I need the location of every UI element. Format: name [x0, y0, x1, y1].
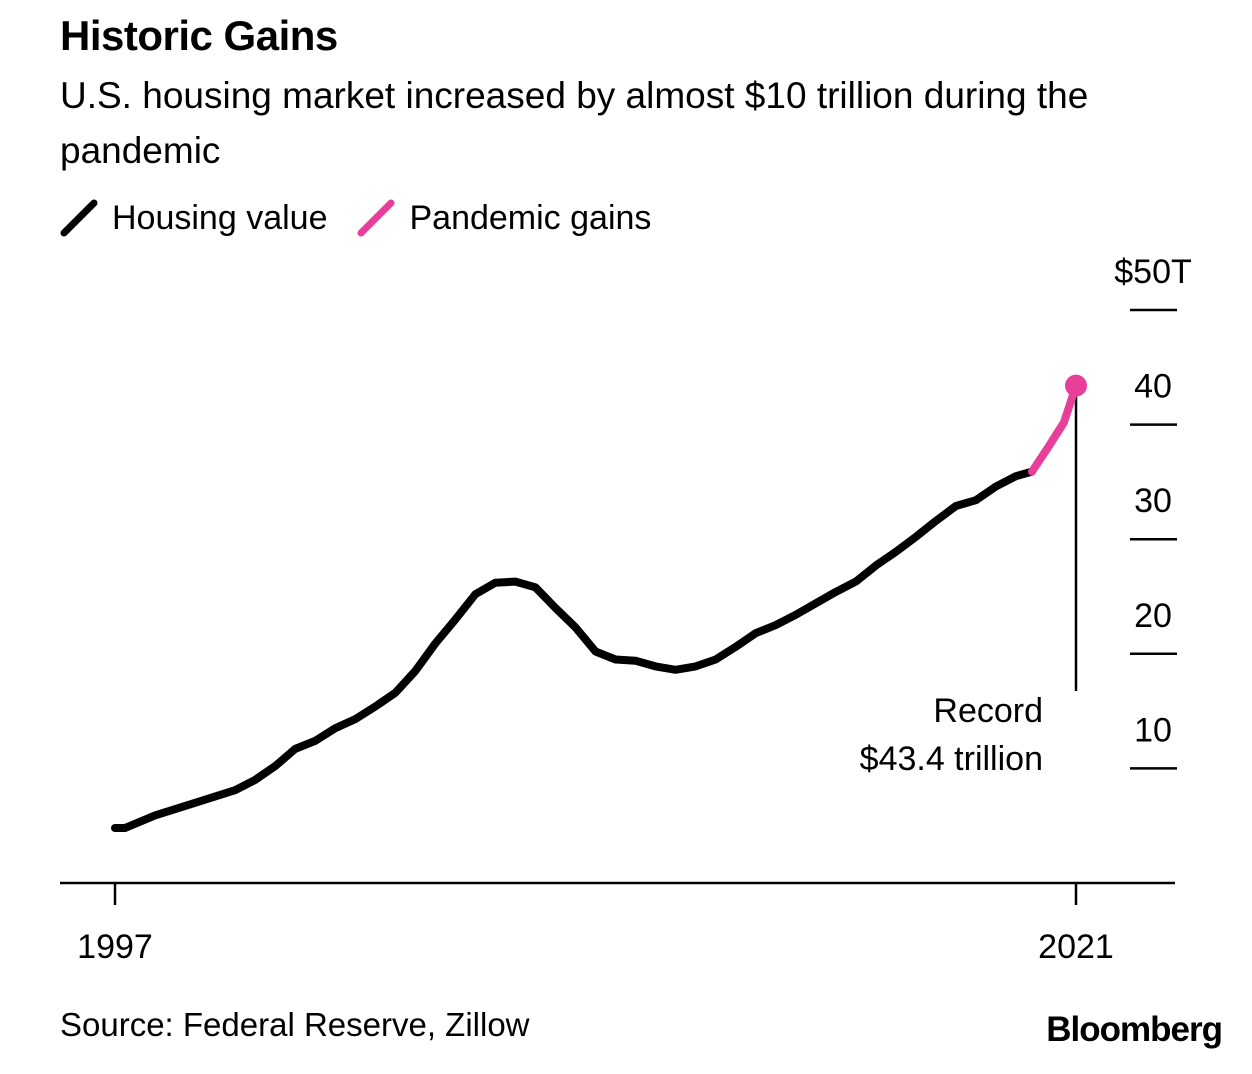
legend-item-housing-value: Housing value	[60, 199, 327, 238]
source-note: Source: Federal Reserve, Zillow	[60, 1006, 530, 1043]
series-line-pandemic-gains	[1028, 381, 1080, 476]
chart-subtitle: U.S. housing market increased by almost …	[60, 75, 1089, 171]
legend-swatch-pandemic-gains	[357, 199, 395, 237]
legend-swatch-housing-value	[60, 199, 98, 237]
legend-label-pandemic-gains: Pandemic gains	[409, 198, 652, 237]
x-tick-label-1997: 1997	[77, 928, 153, 966]
record-annotation-label: Record	[933, 692, 1043, 730]
legend: Housing value Pandemic gains	[60, 196, 681, 240]
legend-swatch-line-housing-value	[60, 199, 98, 237]
record-annotation-value: $43.4 trillion	[860, 740, 1043, 778]
series-line-housing-value	[111, 467, 1036, 832]
x-tick-label-2021: 2021	[1038, 928, 1114, 966]
y-tick-label-30: 30	[1134, 482, 1172, 520]
y-tick-label-50: $50T	[1114, 253, 1192, 291]
legend-label-housing-value: Housing value	[112, 198, 328, 237]
bloomberg-logo: Bloomberg	[1046, 1010, 1223, 1049]
chart-title: Historic Gains	[60, 12, 338, 59]
record-marker-dot	[1065, 374, 1087, 397]
y-tick-label-10: 10	[1134, 711, 1172, 749]
legend-swatch-line-pandemic-gains	[357, 199, 395, 237]
legend-item-pandemic-gains: Pandemic gains	[357, 199, 651, 238]
y-tick-label-20: 20	[1134, 597, 1172, 635]
y-tick-label-40: 40	[1134, 368, 1172, 406]
